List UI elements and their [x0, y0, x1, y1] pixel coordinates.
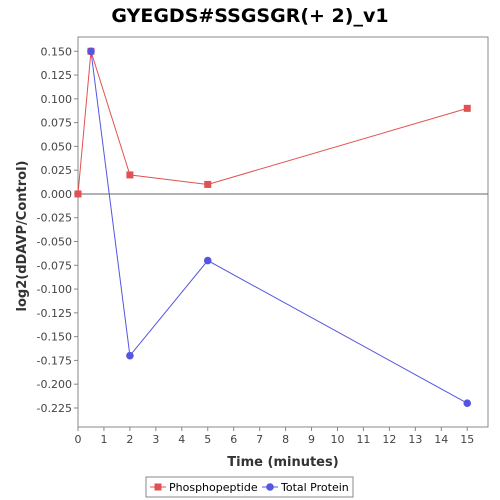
y-tick-label: -0.175	[37, 354, 72, 367]
y-tick-label: 0.125	[41, 69, 73, 82]
y-tick-label: 0.150	[41, 45, 73, 58]
series-layer	[74, 47, 472, 408]
plot-area	[77, 36, 489, 428]
legend-box	[145, 476, 354, 498]
y-tick-label: 0.025	[41, 164, 73, 177]
x-tick-label: 6	[230, 433, 237, 446]
chart-title: GYEGDS#SSGSGR(+ 2)_v1	[111, 5, 388, 27]
y-tick-label: -0.050	[37, 236, 72, 249]
y-tick-label: -0.225	[37, 402, 72, 415]
y-tick-label: -0.150	[37, 331, 72, 344]
x-tick-label: 14	[434, 433, 448, 446]
legend: Phosphopeptide Total Protein	[145, 476, 354, 498]
x-tick-label: 11	[356, 433, 370, 446]
legend-label-total-protein: Total Protein	[280, 481, 349, 494]
y-tick-label: -0.075	[37, 259, 72, 272]
phosphopeptide-point	[204, 180, 212, 188]
phosphopeptide-point	[126, 171, 134, 179]
x-tick-label: 3	[152, 433, 159, 446]
x-axis: 0 1 2 3 4 5 6 7 8 9 10 11 12 13 14 15	[75, 427, 474, 446]
x-tick-label: 4	[178, 433, 185, 446]
total-protein-point	[87, 47, 95, 56]
y-axis: 0.150 0.125 0.100 0.075 0.050 0.025 0.000 -0.02…	[37, 45, 78, 415]
y-tick-label: -0.100	[37, 283, 72, 296]
y-tick-label: -0.025	[37, 212, 72, 225]
total-protein-point	[463, 399, 472, 408]
x-tick-label: 15	[460, 433, 474, 446]
x-axis-label: Time (minutes)	[227, 455, 338, 470]
x-tick-label: 0	[75, 433, 82, 446]
total-protein-point	[126, 351, 134, 360]
y-tick-label: 0.050	[41, 140, 73, 153]
y-tick-label: 0.075	[41, 117, 73, 130]
y-tick-label: -0.125	[37, 307, 72, 320]
y-axis-label: log2(dDAVP/Control)	[15, 161, 30, 312]
x-tick-label: 13	[408, 433, 422, 446]
x-tick-label: 10	[330, 433, 344, 446]
phosphopeptide-point	[74, 190, 82, 198]
legend-swatch-total-protein	[266, 483, 274, 491]
x-tick-label: 1	[100, 433, 107, 446]
y-tick-label: 0.100	[41, 93, 73, 106]
x-tick-label: 8	[282, 433, 289, 446]
legend-label-phosphopeptide: Phosphopeptide	[169, 481, 258, 494]
legend-swatch-phosphopeptide	[154, 483, 162, 491]
x-tick-label: 9	[308, 433, 315, 446]
x-tick-label: 5	[204, 433, 211, 446]
total-protein-line	[90, 51, 468, 404]
x-tick-label: 12	[382, 433, 396, 446]
x-tick-label: 7	[256, 433, 263, 446]
y-tick-label: -0.200	[37, 378, 72, 391]
phosphopeptide-point	[463, 104, 471, 112]
total-protein-point	[203, 256, 212, 265]
x-tick-label: 2	[126, 433, 133, 446]
y-tick-label: 0.000	[41, 188, 73, 201]
